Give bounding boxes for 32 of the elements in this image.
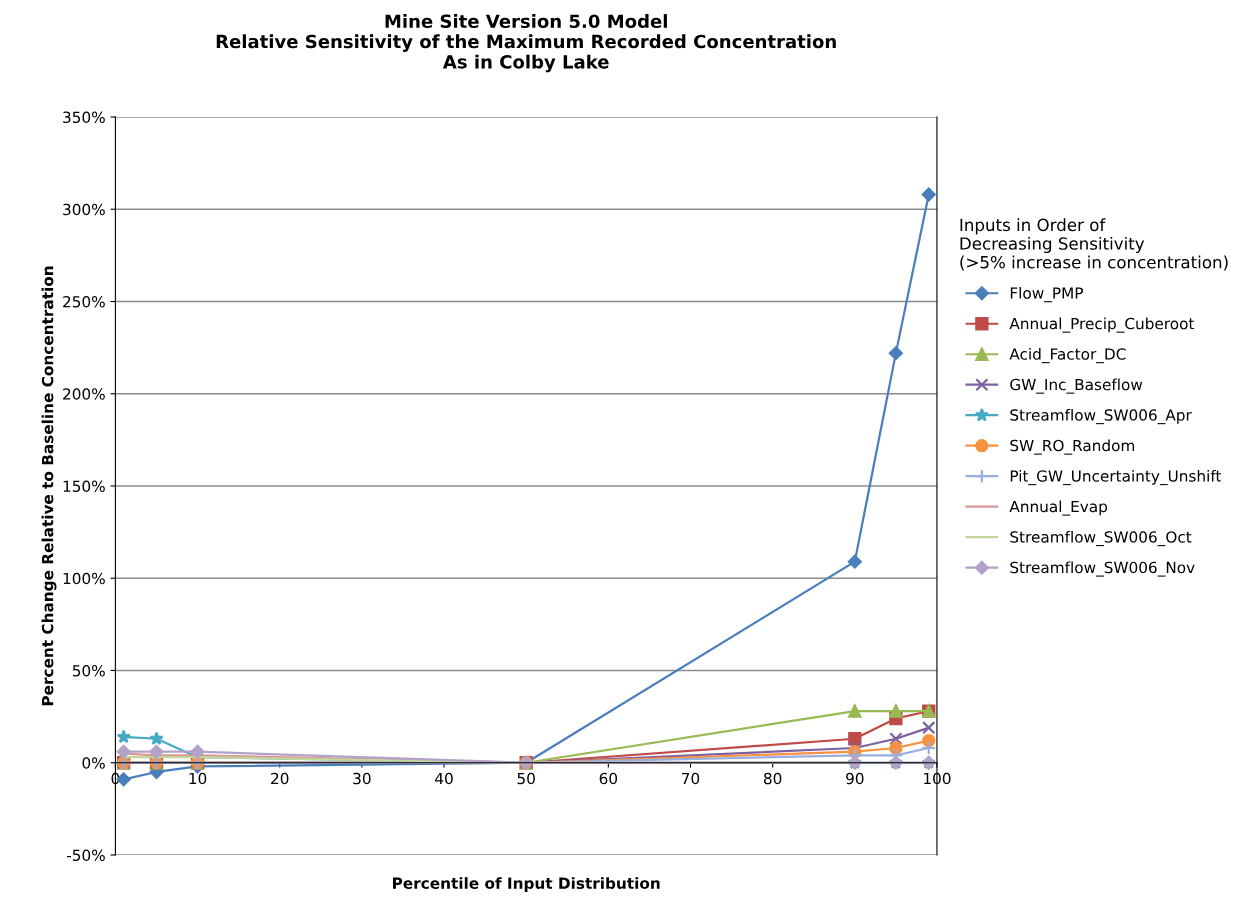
x-tick-label: 60 — [599, 772, 618, 785]
legend-label: SW_RO_Random — [1010, 439, 1135, 455]
chart-title: Mine Site Version 5.0 Model Relative Sensitivity of the Maximum Recorded Concentration As in Colby Lake — [216, 14, 836, 73]
x-tick-label: 10 — [189, 772, 207, 785]
legend-label: Pit_GW_Uncertainty_Unshift — [1010, 469, 1222, 486]
x-tick-label: 30 — [353, 772, 371, 785]
legend-label: Streamflow_SW006_Nov — [1010, 561, 1195, 577]
x-tick-label: 50 — [517, 772, 535, 785]
legend-label: Streamflow_SW006_Apr — [1010, 408, 1192, 425]
legend-label: Acid_Factor_DC — [1009, 347, 1126, 364]
y-tick-label: 350% — [63, 111, 105, 124]
y-tick-label: 0% — [82, 757, 105, 769]
legend-label: Streamflow_SW006_Oct — [1010, 530, 1192, 547]
y-tick-label: 150% — [63, 480, 105, 493]
y-tick-label: 100% — [63, 572, 105, 585]
x-tick-label: 70 — [682, 772, 700, 785]
x-axis-title: Percentile of Input Distribution — [393, 877, 660, 892]
legend-label: Annual_Evap — [1009, 500, 1108, 516]
y-tick-label: 50% — [72, 664, 105, 677]
legend-label: Annual_Precip_Cuberoot — [1009, 317, 1195, 333]
y-axis-title: Percent Change Relative to Baseline Concentration — [41, 266, 57, 706]
x-tick-label: 80 — [763, 772, 782, 785]
legend-label: Flow_PMP — [1010, 287, 1083, 303]
x-tick-label: 20 — [271, 772, 289, 785]
y-tick-label: 250% — [63, 295, 105, 308]
y-tick-label: 300% — [63, 203, 105, 216]
y-tick-label: -50% — [66, 849, 105, 862]
legend-label: GW_Inc_Baseflow — [1010, 378, 1143, 394]
legend-title: Inputs in Order of Decreasing Sensitivity (>5% increase in concentration) — [960, 218, 1228, 271]
x-tick-label: 90 — [846, 772, 864, 785]
y-tick-label: 200% — [63, 388, 105, 400]
x-tick-label: 40 — [435, 772, 453, 785]
